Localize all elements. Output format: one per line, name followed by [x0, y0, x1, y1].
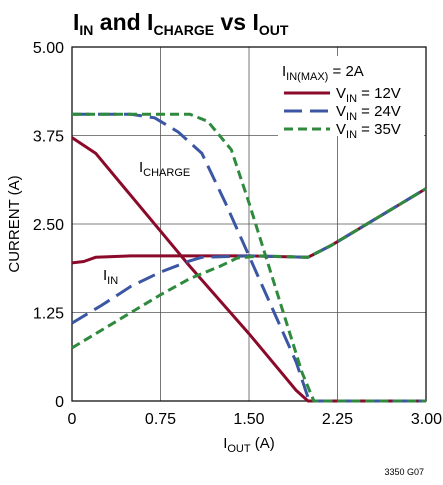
- series-line-1: [72, 112, 426, 403]
- chart-title-and-i: and I: [93, 9, 153, 35]
- series-line-0: [71, 136, 426, 403]
- y-tick-label-4: 5.00: [33, 40, 64, 57]
- x-tick-labels: 0 0.75 1.50 2.25 3.00: [68, 411, 443, 428]
- x-axis-title-i: I: [223, 435, 227, 452]
- x-tick-label-3: 2.25: [322, 411, 353, 428]
- x-tick-label-2: 1.50: [233, 411, 264, 428]
- annotation-iin-sub: IN: [107, 275, 118, 287]
- x-tick-label-1: 0.75: [145, 411, 176, 428]
- annotation-iin: IIN: [103, 267, 118, 287]
- legend-header-i: I: [282, 63, 286, 80]
- y-tick-labels: 0 1.25 2.50 3.75 5.00: [33, 40, 64, 411]
- legend-label-rest-1: = 24V: [357, 103, 401, 120]
- legend-label-rest-0: = 12V: [357, 85, 401, 102]
- annotation-icharge: ICHARGE: [139, 159, 190, 179]
- legend-label-base-2: V: [336, 121, 346, 138]
- x-axis-title: IOUT (A): [223, 435, 275, 455]
- legend-label-0: VIN = 12V: [336, 85, 401, 105]
- legend-header-sub: IN(MAX): [286, 71, 328, 83]
- legend-label-rest-2: = 35V: [357, 121, 401, 138]
- legend-background: [278, 56, 424, 136]
- chart-title-in-sub: IN: [79, 22, 93, 38]
- y-tick-label-0: 0: [55, 394, 64, 411]
- legend-label-sub-0: IN: [346, 93, 357, 105]
- chart-title-i: I: [73, 9, 79, 35]
- annotation-icharge-i: I: [139, 159, 143, 176]
- chart-title: IIN and ICHARGE vs IOUT: [73, 9, 289, 38]
- legend-label-base-1: V: [336, 103, 346, 120]
- legend-header: IIN(MAX) = 2A: [282, 63, 364, 83]
- chart-title-charge-sub: CHARGE: [153, 22, 214, 38]
- figure-id: 3350 G07: [384, 467, 424, 477]
- series-line-5: [71, 187, 427, 350]
- y-axis-title: CURRENT (A): [6, 175, 23, 272]
- plot-frame: [71, 46, 427, 402]
- series-line-2: [72, 112, 426, 403]
- legend-label-sub-1: IN: [346, 111, 357, 123]
- x-axis-title-sub: OUT: [227, 443, 251, 455]
- legend-header-rest: = 2A: [328, 63, 363, 80]
- series-group: [71, 112, 427, 403]
- chart-title-out-sub: OUT: [259, 22, 289, 38]
- legend-label-sub-2: IN: [346, 129, 357, 141]
- chart-title-vs-i: vs I: [214, 9, 259, 35]
- x-tick-label-4: 3.00: [411, 411, 442, 428]
- x-tick-label-0: 0: [68, 411, 77, 428]
- y-tick-label-1: 1.25: [33, 306, 64, 323]
- legend-label-base-0: V: [336, 85, 346, 102]
- legend-label-1: VIN = 24V: [336, 103, 401, 123]
- legend-label-2: VIN = 35V: [336, 121, 401, 141]
- y-tick-label-2: 2.50: [33, 217, 64, 234]
- y-tick-label-3: 3.75: [33, 129, 64, 146]
- x-axis-title-unit: (A): [251, 435, 275, 452]
- annotation-iin-i: I: [103, 267, 107, 284]
- annotation-icharge-sub: CHARGE: [143, 167, 190, 179]
